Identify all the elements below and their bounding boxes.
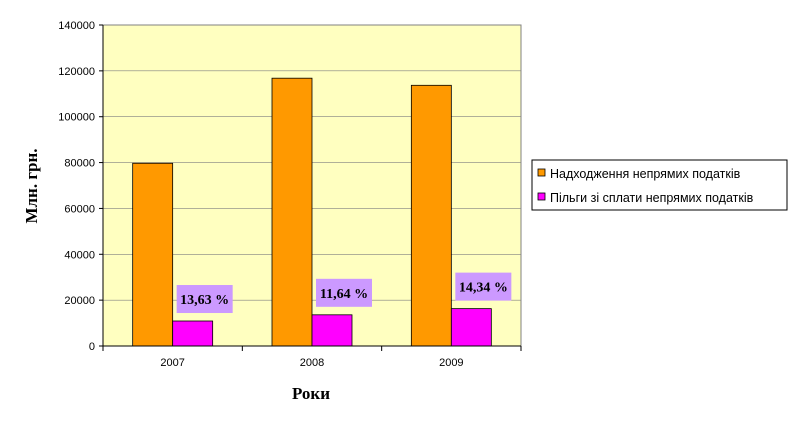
bar-revenue xyxy=(132,162,174,347)
data-label: 14,34 % xyxy=(459,281,508,296)
bar-benefits xyxy=(172,320,214,347)
data-label-box xyxy=(176,285,233,314)
x-tick-labels: 2007 2008 2009 xyxy=(160,357,463,369)
y-tick-labels: 0 20000 40000 60000 80000 100000 120000 140000 xyxy=(58,20,95,353)
bar-revenue xyxy=(410,84,452,347)
bars xyxy=(132,77,492,347)
bar-benefits xyxy=(311,314,353,347)
x-tick-label: 2009 xyxy=(439,357,463,369)
legend-box xyxy=(531,159,788,211)
axes xyxy=(99,24,522,351)
legend: Надходження непрямих податків Пільги зі … xyxy=(531,159,788,211)
data-label: 11,64 % xyxy=(320,287,368,302)
data-label: 13,63 % xyxy=(180,293,229,308)
data-label-box xyxy=(455,272,512,301)
y-tick-label: 80000 xyxy=(64,158,95,170)
y-tick-label: 140000 xyxy=(58,20,95,32)
data-label-box xyxy=(316,278,372,307)
y-tick-label: 100000 xyxy=(58,112,95,124)
data-labels: 13,63 % 11,64 % 14,34 % xyxy=(176,272,512,314)
legend-label-revenue: Надходження непрямих податків xyxy=(550,167,741,181)
x-axis-title: Роки xyxy=(292,384,330,403)
y-tick-label: 20000 xyxy=(64,295,95,307)
legend-swatch-revenue xyxy=(537,168,546,177)
y-tick-label: 40000 xyxy=(64,249,95,261)
y-tick-label: 0 xyxy=(89,341,95,353)
legend-swatch-benefits xyxy=(537,192,546,201)
bar-revenue xyxy=(271,77,313,347)
y-tick-label: 60000 xyxy=(64,203,95,215)
x-tick-label: 2007 xyxy=(160,357,184,369)
bar-benefits xyxy=(450,308,492,347)
x-tick-label: 2008 xyxy=(300,357,324,369)
legend-label-benefits: Пільги зі сплати непрямих податків xyxy=(550,191,754,205)
y-tick-label: 120000 xyxy=(58,66,95,78)
y-axis-title: Млн. грн. xyxy=(22,148,41,223)
